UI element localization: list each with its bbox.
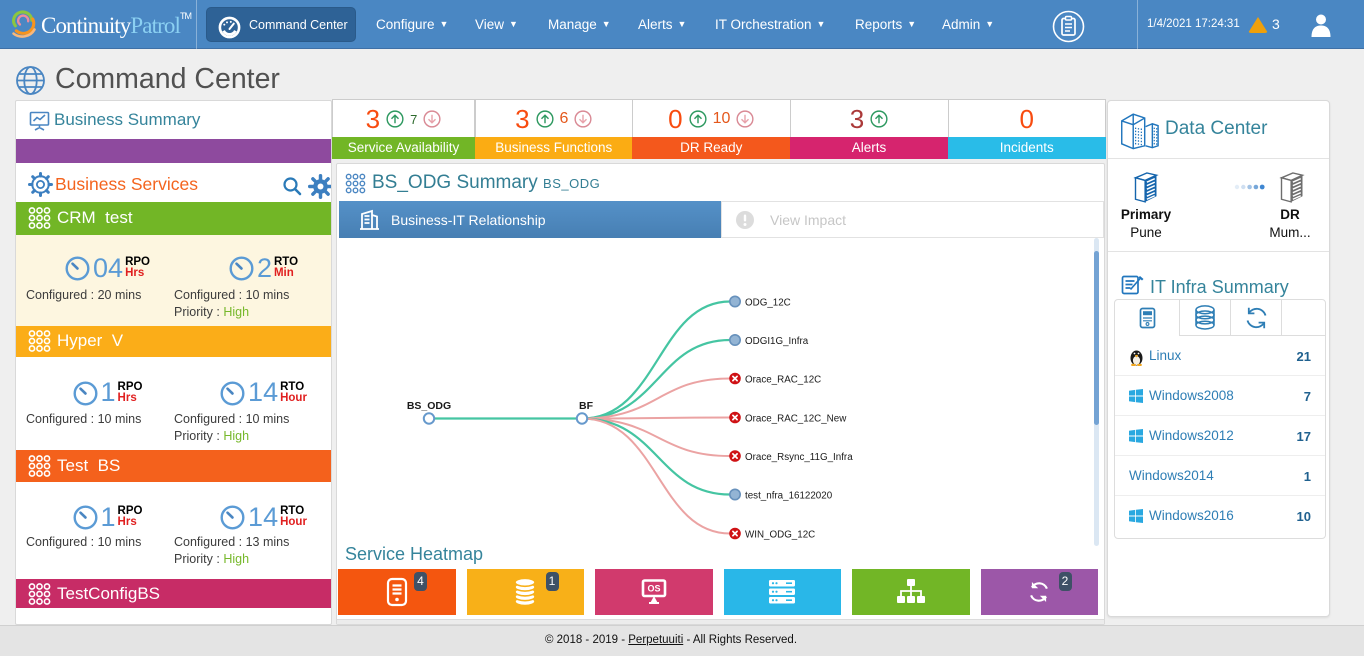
svg-text:ODG_12C: ODG_12C <box>745 298 791 309</box>
svg-text:ODGI1G_Infra: ODGI1G_Infra <box>745 336 809 347</box>
svg-text:Orace_Rsync_11G_Infra: Orace_Rsync_11G_Infra <box>745 452 853 463</box>
svg-text:BS_ODG: BS_ODG <box>407 400 451 412</box>
svg-text:Orace_RAC_12C_New: Orace_RAC_12C_New <box>745 414 847 425</box>
svg-text:BF: BF <box>579 400 594 412</box>
svg-text:WIN_ODG_12C: WIN_ODG_12C <box>745 530 815 541</box>
svg-text:OS: OS <box>647 584 660 594</box>
svg-text:test_nfra_16122020: test_nfra_16122020 <box>745 491 833 502</box>
svg-text:Orace_RAC_12C: Orace_RAC_12C <box>745 375 821 386</box>
